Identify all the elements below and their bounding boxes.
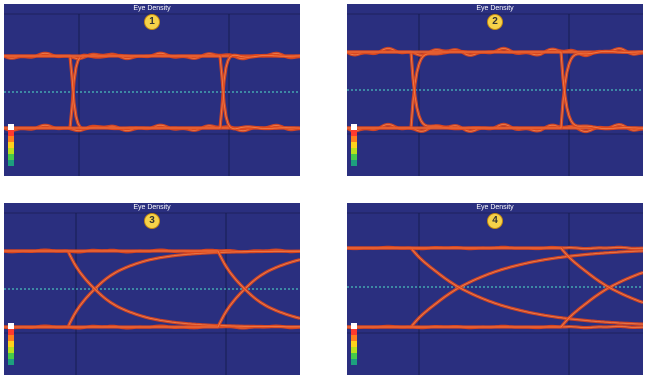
density-scale-swatch [8,365,14,371]
density-scale-swatch [8,148,14,154]
density-scale-swatch [351,341,357,347]
density-scale-swatch [8,353,14,359]
density-scale-swatch [8,136,14,142]
eye-trace [347,246,643,326]
density-scale-swatch [351,142,357,148]
density-scale-swatch [351,335,357,341]
density-scale-swatch [8,347,14,353]
eye-diagram-1 [4,13,300,176]
density-scale-swatch [8,124,14,130]
eye-trace-core [347,247,643,303]
eye-trace [4,258,300,329]
density-scale-swatch [8,130,14,136]
eye-trace-core [4,259,300,328]
eye-diagram-3 [4,212,300,375]
density-scale-swatch [351,347,357,353]
density-scale-swatch [351,329,357,335]
eye-trace-core [347,247,643,325]
density-scale-swatch [351,148,357,154]
panel-title-2: Eye Density [476,5,514,12]
density-scale-swatch [8,341,14,347]
density-scale-swatch [8,160,14,166]
eye-density-panel-3: Eye Density 3 [4,203,300,375]
density-scale-swatch [351,359,357,365]
density-scale-swatch [351,154,357,160]
eye-trace-core [347,51,643,130]
eye-trace-core [4,54,300,129]
panel-badge-2: 2 [487,14,503,30]
panel-badge-4: 4 [487,213,503,229]
eye-trace [4,249,300,320]
eye-density-panel-1: Eye Density 1 [4,4,300,176]
eye-trace-core [4,55,300,130]
density-scale-swatch [8,335,14,341]
eye-trace-core [347,250,643,328]
density-scale-swatch [8,166,14,172]
density-scale-swatch [8,142,14,148]
density-scale-swatch [8,154,14,160]
density-scale-swatch [8,323,14,329]
eye-density-panel-4: Eye Density 4 [347,203,643,375]
eye-diagram-4 [347,212,643,375]
density-scale-swatch [351,136,357,142]
density-scale-swatch [351,323,357,329]
panel-title-4: Eye Density [476,204,514,211]
density-scale-swatch [351,160,357,166]
eye-trace [347,249,643,329]
panel-title-3: Eye Density [133,204,171,211]
eye-trace-core [347,50,643,129]
density-scale-swatch [351,353,357,359]
eye-diagram-2 [347,13,643,176]
density-scale-swatch [8,329,14,335]
density-scale-swatch [351,365,357,371]
panel-badge-3: 3 [144,213,160,229]
density-scale-swatch [351,166,357,172]
eye-trace-core [4,250,300,319]
density-scale-swatch [351,124,357,130]
density-scale-swatch [8,359,14,365]
eye-density-panel-2: Eye Density 2 [347,4,643,176]
panel-badge-1: 1 [144,14,160,30]
panel-title-1: Eye Density [133,5,171,12]
density-scale-swatch [351,130,357,136]
eye-trace-core [347,272,643,328]
